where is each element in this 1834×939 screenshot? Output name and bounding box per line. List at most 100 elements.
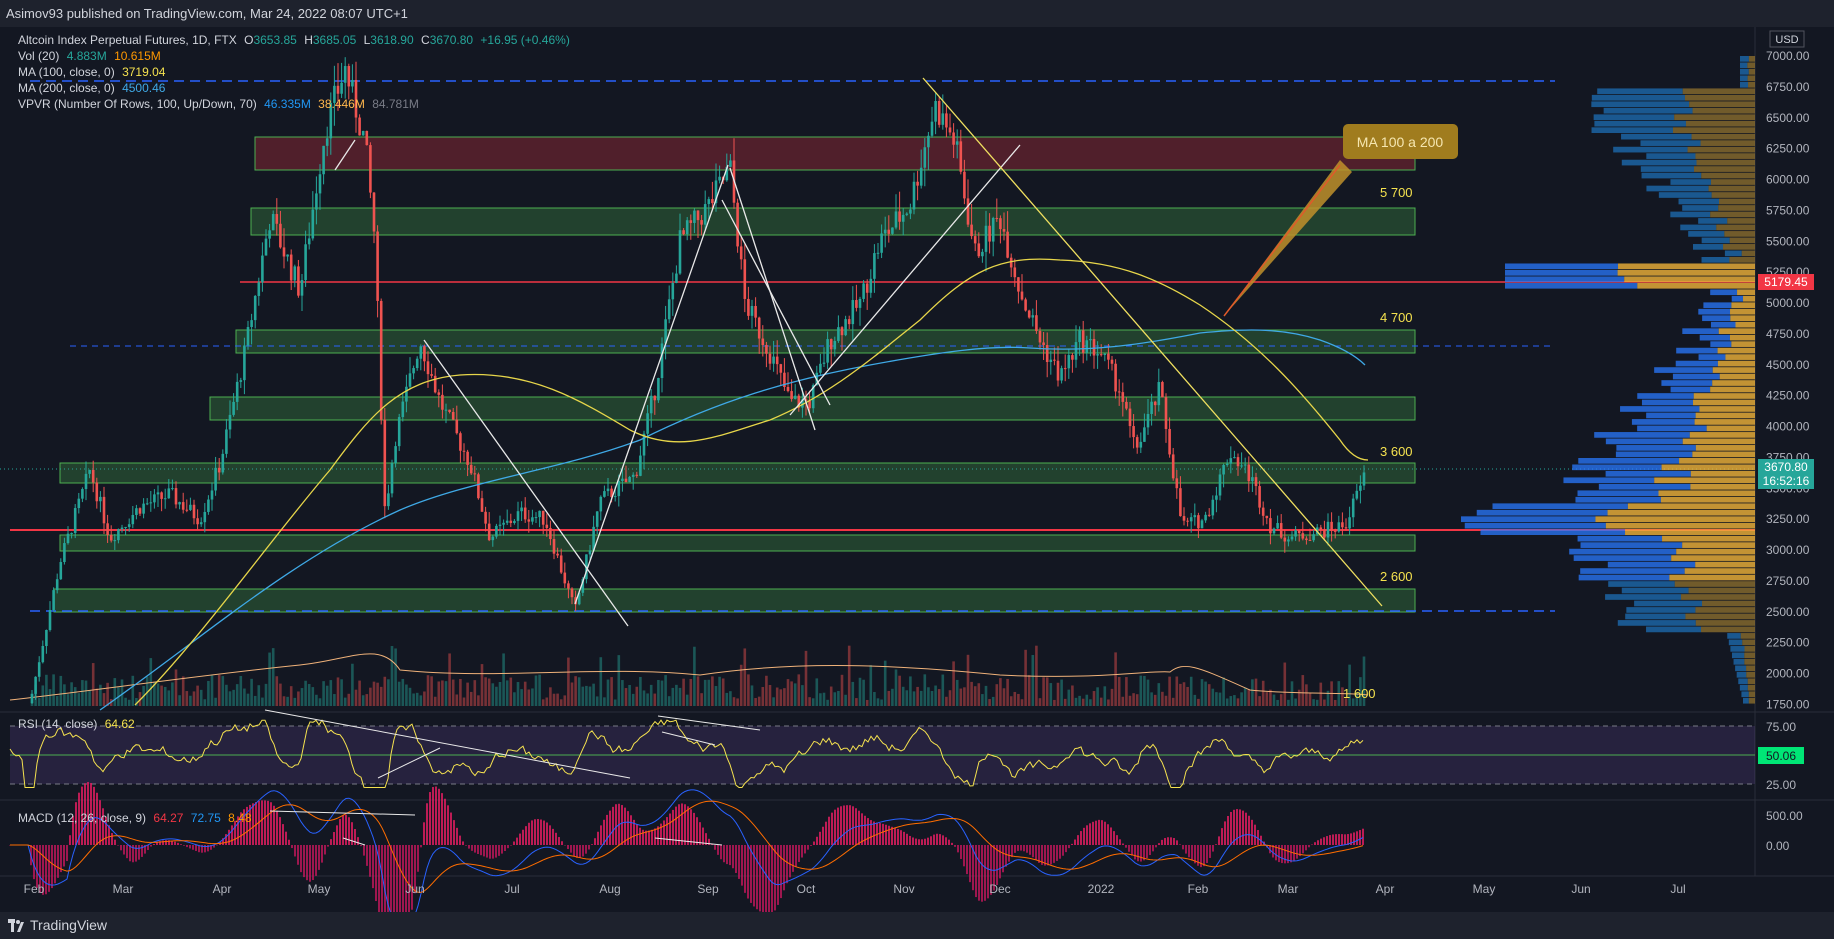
price-tick: 3250.00 — [1766, 512, 1810, 526]
level-label-3600: 3 600 — [1380, 444, 1413, 459]
rsi-line — [9, 719, 1364, 788]
current-price-tag — [1758, 459, 1814, 489]
currency-label: USD — [1775, 34, 1798, 46]
time-tick: Jul — [1670, 882, 1685, 896]
close-value: 3670.80 — [429, 33, 474, 47]
time-axis[interactable]: Feb Mar Apr May Jun Jul Aug Sep Oct Nov Dec 2022 Feb… — [24, 882, 1686, 896]
rsi-value: 64.62 — [104, 717, 135, 731]
time-tick: Jul — [504, 882, 519, 896]
callout-text: MA 100 a 200 — [1357, 134, 1444, 150]
price-tick: 5500.00 — [1766, 234, 1810, 248]
price-tick: 6000.00 — [1766, 173, 1810, 187]
zone-2600 — [53, 588, 1416, 613]
main-chart[interactable]: MA 100 a 200 5 700 4 700 3 600 2 600 1 6… — [0, 27, 1834, 912]
vpvr-value-2: 38.446M — [318, 97, 365, 111]
rsi-tick-75: 75.00 — [1766, 720, 1796, 734]
macd-tick-500: 500.00 — [1766, 809, 1803, 823]
rsi-value-tag — [1758, 747, 1804, 764]
low-value: 3618.90 — [370, 33, 414, 47]
time-tick: Apr — [1376, 882, 1395, 896]
price-tick: 3000.00 — [1766, 543, 1810, 557]
macd-value-1: 64.27 — [153, 811, 184, 825]
ma100-value: 3719.04 — [122, 65, 166, 79]
time-tick: Oct — [797, 882, 816, 896]
zone-5700 — [250, 207, 1416, 236]
footer-brand: TradingView — [30, 917, 108, 933]
h-label: H — [304, 33, 313, 47]
ma100-legend: MA (100, close, 0) 3719.04 — [18, 64, 169, 80]
support-resistance-zones — [53, 136, 1416, 613]
price-tick: 5750.00 — [1766, 203, 1810, 217]
rsi-value-label: 50.06 — [1766, 749, 1796, 763]
time-tick: May — [1473, 882, 1496, 896]
time-tick: Feb — [1188, 882, 1209, 896]
ma200-value: 4500.46 — [122, 81, 166, 95]
time-tick: Mar — [1278, 882, 1299, 896]
countdown-label: 16:52:16 — [1763, 474, 1810, 488]
rsi-tick-25: 25.00 — [1766, 778, 1796, 792]
published-header: Asimov93 published on TradingView.com, M… — [0, 0, 1834, 27]
high-value: 3685.05 — [312, 33, 357, 47]
signal-line — [10, 800, 1364, 893]
macd-value-2: 72.75 — [190, 811, 221, 825]
current-price-label: 3670.80 — [1764, 460, 1808, 474]
time-tick: Dec — [989, 882, 1010, 896]
callout-box — [1343, 124, 1458, 159]
open-value: 3653.85 — [253, 33, 297, 47]
price-candles — [30, 57, 1366, 704]
red-price-tag — [1758, 274, 1814, 290]
footer-bar: TradingView — [0, 912, 1834, 939]
time-tick: Nov — [893, 882, 914, 896]
time-tick: May — [308, 882, 331, 896]
symbol-legend: Altcoin Index Perpetual Futures, 1D, FTX… — [18, 32, 574, 48]
tradingview-logo-icon — [8, 919, 24, 932]
trend-lines — [334, 139, 1021, 627]
volume-bars — [9, 645, 1369, 706]
zone-3600 — [59, 462, 1416, 484]
time-tick: Jun — [1571, 882, 1590, 896]
price-tick: 4750.00 — [1766, 327, 1810, 341]
c-label: C — [421, 33, 430, 47]
rsi-label: RSI (14, close) — [18, 717, 98, 731]
vpvr-label: VPVR (Number Of Rows, 100, Up/Down, 70) — [18, 97, 257, 111]
descending-trendline-yellow — [922, 77, 1383, 607]
l-label: L — [363, 33, 371, 47]
macd-tick-0: 0.00 — [1766, 839, 1790, 853]
o-label: O — [244, 33, 254, 47]
level-label-4700: 4 700 — [1380, 310, 1413, 325]
symbol-name: Altcoin Index Perpetual Futures, 1D, FTX — [18, 33, 237, 47]
ma200-label: MA (200, close, 0) — [18, 81, 115, 95]
ma200-line — [99, 329, 1366, 711]
level-label-1600: 1 600 — [1343, 686, 1376, 701]
time-tick: Apr — [213, 882, 232, 896]
vol-legend: Vol (20) 4.883M 10.615M — [18, 48, 165, 64]
time-tick: Jun — [405, 882, 424, 896]
price-tick: 2750.00 — [1766, 574, 1810, 588]
price-tick: 1750.00 — [1766, 697, 1810, 711]
macd-pane — [9, 782, 1364, 912]
change-value: +16.95 (+0.46%) — [480, 33, 570, 47]
zone-3050 — [59, 534, 1416, 552]
price-axis[interactable]: 7000.00 6750.00 6500.00 6250.00 6000.00 5750.… — [1766, 49, 1810, 711]
volume-profile — [1461, 56, 1755, 704]
price-tick: 6750.00 — [1766, 80, 1810, 94]
vpvr-value-3: 84.781M — [372, 97, 419, 111]
reference-lines — [0, 80, 1755, 612]
time-tick: 2022 — [1088, 882, 1115, 896]
ma100-label: MA (100, close, 0) — [18, 65, 115, 79]
ma200-legend: MA (200, close, 0) 4500.46 — [18, 80, 169, 96]
price-tick: 4000.00 — [1766, 420, 1810, 434]
time-tick: Sep — [697, 882, 719, 896]
price-tick: 7000.00 — [1766, 49, 1810, 63]
price-tick: 6250.00 — [1766, 142, 1810, 156]
zone-4700 — [235, 329, 1416, 354]
usd-box — [1769, 30, 1805, 48]
vol-value-1: 4.883M — [66, 49, 107, 63]
published-text: Asimov93 published on TradingView.com, M… — [6, 6, 408, 21]
price-tick: 2250.00 — [1766, 636, 1810, 650]
callout-arrow — [1224, 160, 1352, 316]
vol-value-2: 10.615M — [114, 49, 161, 63]
price-tick: 5000.00 — [1766, 296, 1810, 310]
level-label-5700: 5 700 — [1380, 185, 1413, 200]
price-tick: 4500.00 — [1766, 358, 1810, 372]
